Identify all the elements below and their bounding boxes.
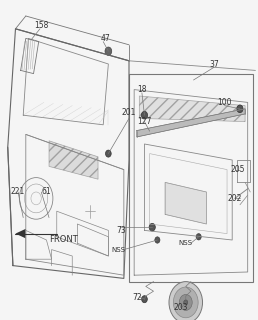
Text: NSS: NSS xyxy=(112,247,126,252)
Text: 221: 221 xyxy=(11,188,25,196)
Text: 47: 47 xyxy=(101,34,111,43)
Text: 61: 61 xyxy=(42,188,51,196)
Circle shape xyxy=(173,287,198,318)
Polygon shape xyxy=(165,182,206,224)
Text: 37: 37 xyxy=(209,60,219,68)
Text: 127: 127 xyxy=(137,117,152,126)
Text: 202: 202 xyxy=(228,194,242,203)
Text: FRONT: FRONT xyxy=(49,236,78,244)
Text: NSS: NSS xyxy=(179,240,193,246)
Circle shape xyxy=(237,105,243,113)
Text: 72: 72 xyxy=(132,293,142,302)
Polygon shape xyxy=(139,96,245,122)
Text: 100: 100 xyxy=(217,98,232,107)
Text: 18: 18 xyxy=(137,85,147,94)
Circle shape xyxy=(141,111,148,119)
Circle shape xyxy=(142,296,147,303)
Bar xyxy=(129,74,253,282)
Polygon shape xyxy=(137,109,245,137)
Circle shape xyxy=(179,294,192,310)
Circle shape xyxy=(155,237,160,243)
Text: 158: 158 xyxy=(34,21,49,30)
Circle shape xyxy=(169,282,203,320)
Circle shape xyxy=(196,234,201,240)
Circle shape xyxy=(106,150,111,157)
Text: 203: 203 xyxy=(173,303,188,312)
Text: 201: 201 xyxy=(122,108,136,116)
Text: 73: 73 xyxy=(116,226,126,235)
Circle shape xyxy=(149,223,155,231)
Circle shape xyxy=(105,47,112,55)
Polygon shape xyxy=(49,141,98,179)
Polygon shape xyxy=(15,229,26,238)
Circle shape xyxy=(184,300,188,305)
Text: 205: 205 xyxy=(230,165,245,174)
